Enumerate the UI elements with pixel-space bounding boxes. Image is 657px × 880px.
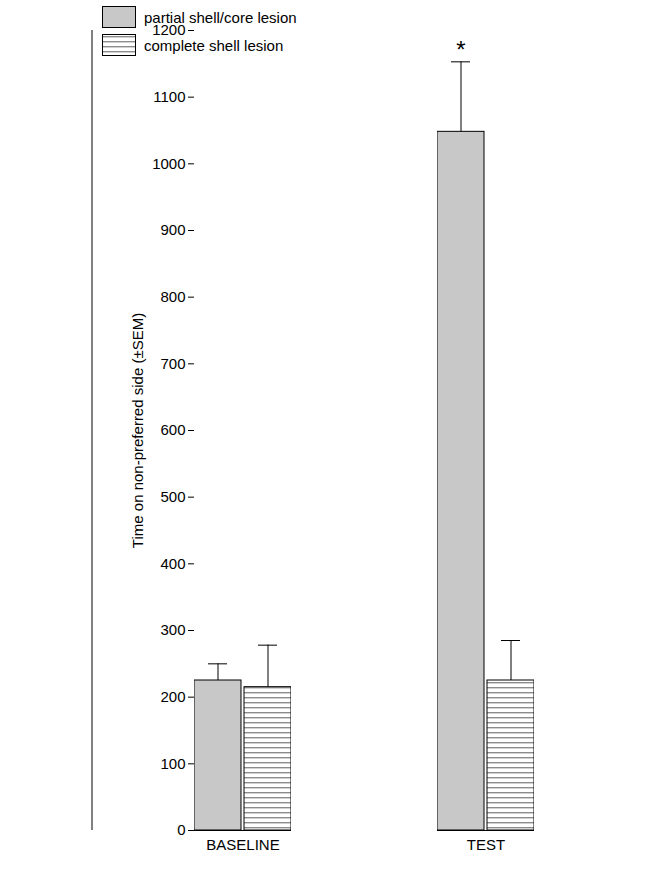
html-text:complete shell lesion: complete shell lesion bbox=[144, 36, 284, 54]
svg-text:300: 300 bbox=[160, 621, 185, 638]
svg-text:900: 900 bbox=[160, 221, 185, 238]
svg-text:800: 800 bbox=[160, 288, 185, 305]
svg-text:0: 0 bbox=[177, 821, 185, 838]
svg-text:Time on non-preferred side (±S: Time on non-preferred side (±SEM) bbox=[129, 313, 146, 548]
svg-text:BASELINE: BASELINE bbox=[206, 836, 279, 853]
svg-text:1000: 1000 bbox=[152, 155, 185, 172]
svg-text:700: 700 bbox=[160, 355, 185, 372]
svg-text:1200: 1200 bbox=[152, 21, 186, 39]
svg-text:1100: 1100 bbox=[153, 88, 185, 105]
svg-text:100: 100 bbox=[160, 755, 185, 772]
svg-text:600: 600 bbox=[160, 421, 185, 438]
svg-text:500: 500 bbox=[160, 488, 185, 505]
svg-text:200: 200 bbox=[160, 688, 185, 705]
svg-text:TEST: TEST bbox=[467, 836, 505, 853]
svg-text:400: 400 bbox=[160, 555, 185, 572]
svg-text:*: * bbox=[456, 36, 465, 63]
html-text:partial shell/core lesion: partial shell/core lesion bbox=[144, 8, 297, 26]
